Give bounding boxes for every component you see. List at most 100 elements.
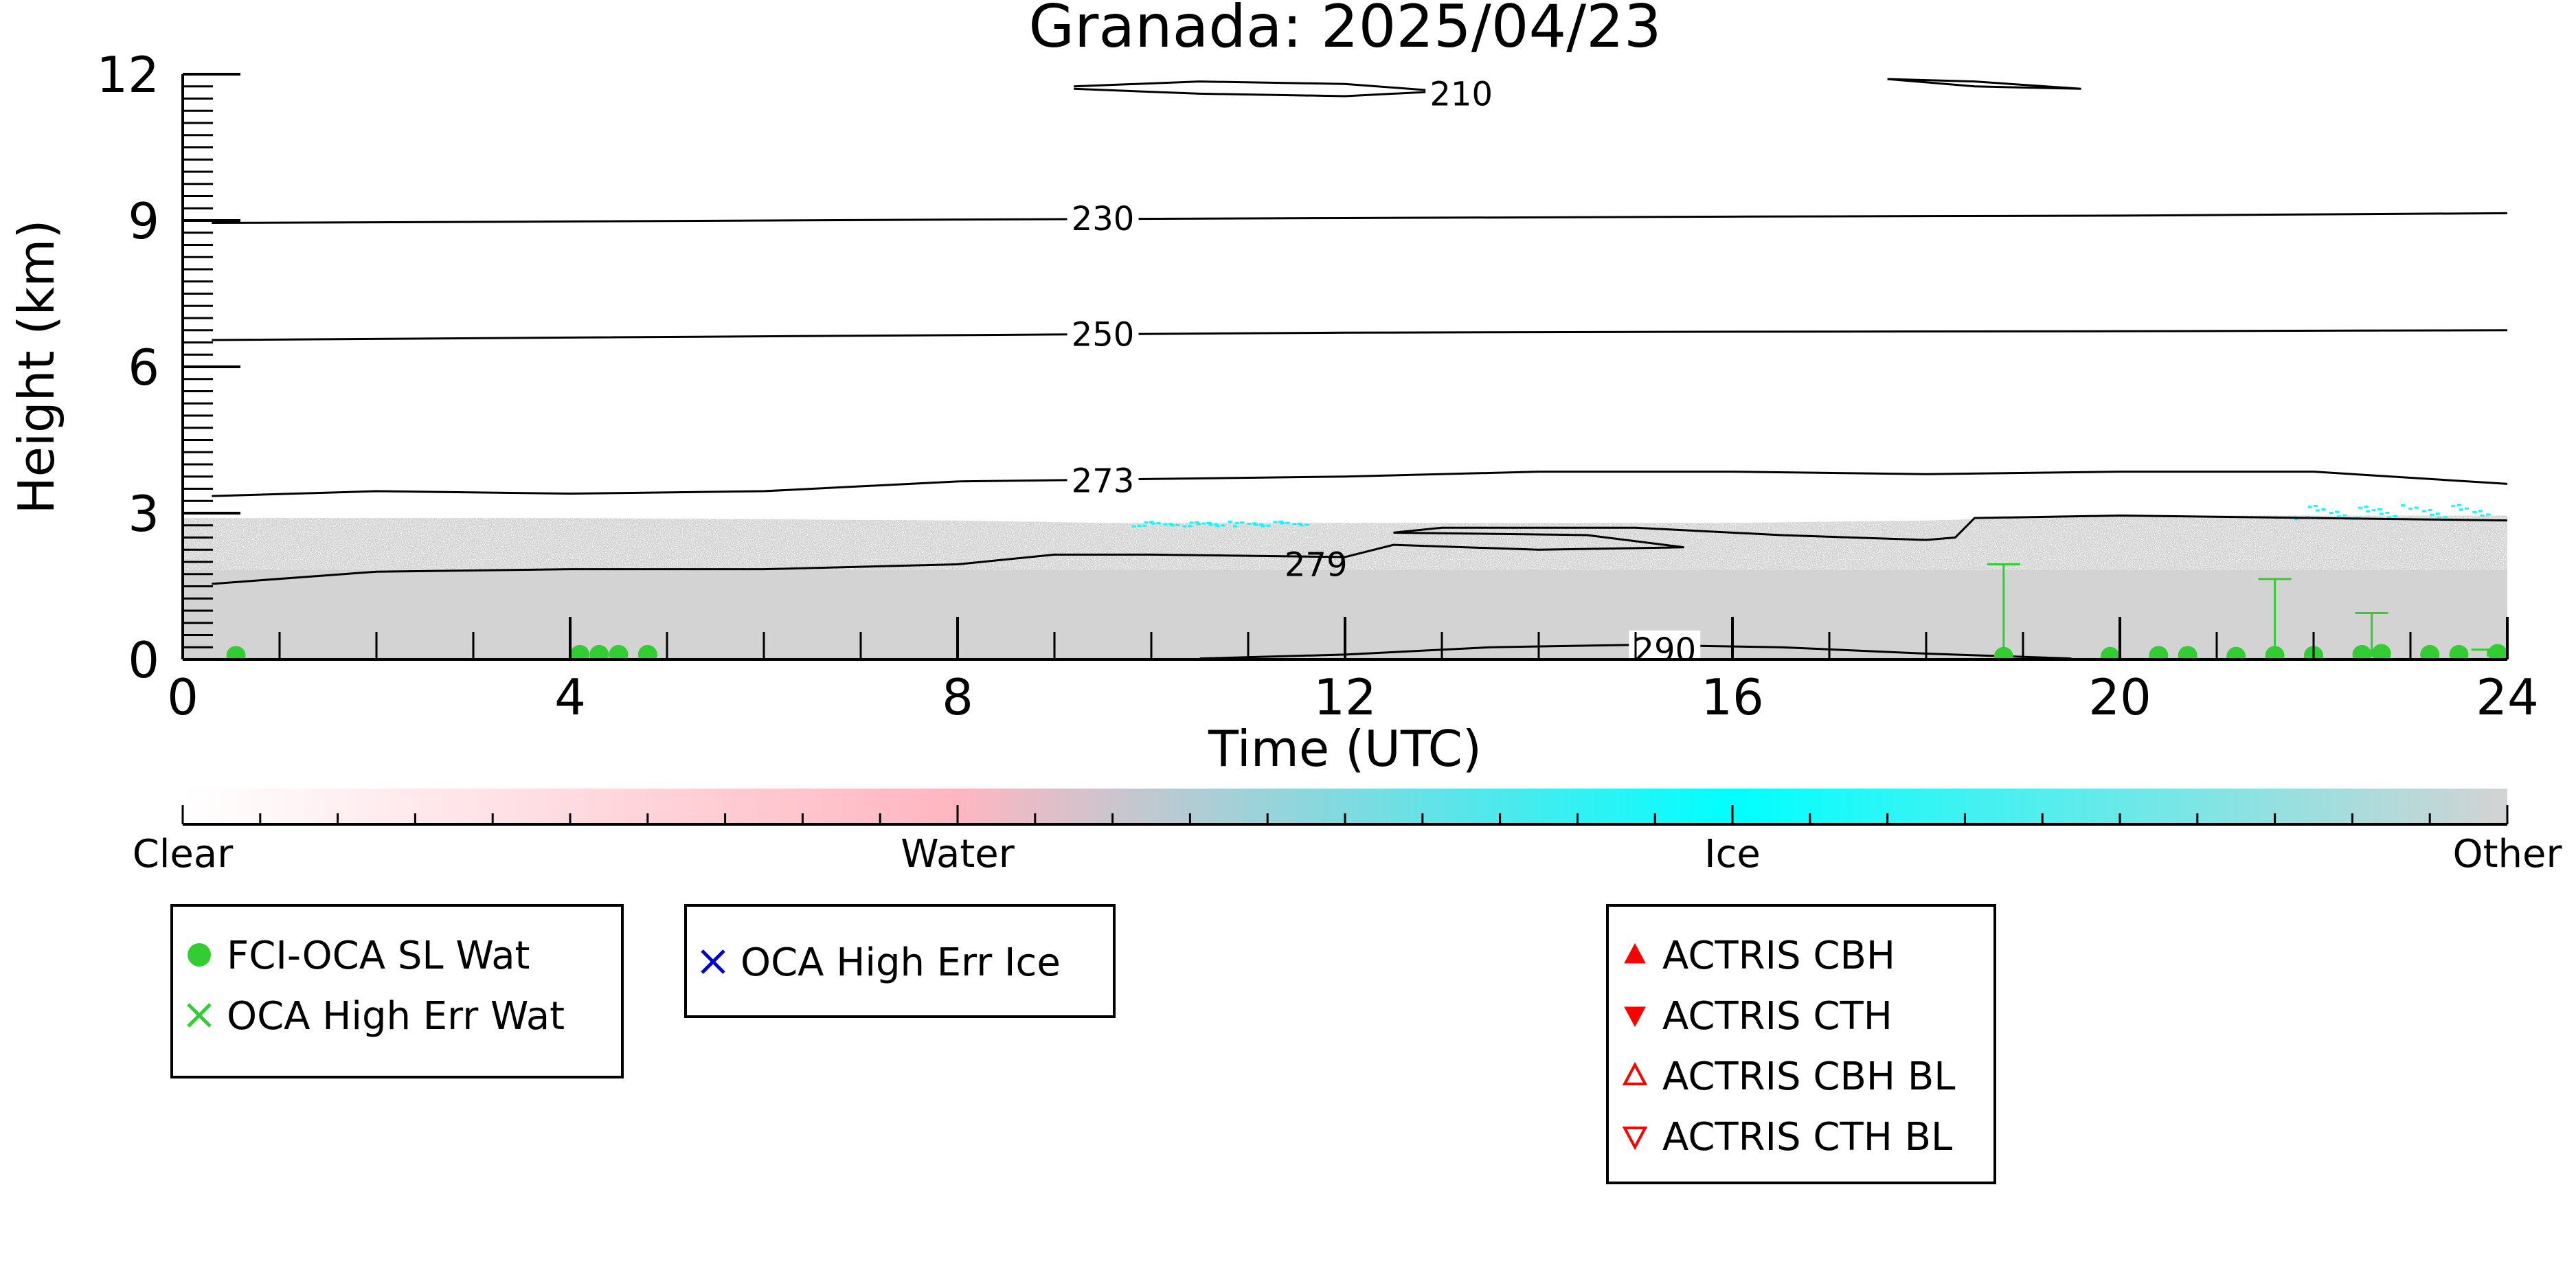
ice-speck — [1285, 521, 1290, 524]
legend-label: OCA High Err Wat — [227, 994, 565, 1039]
ice-speck — [1240, 521, 1245, 524]
legend-label: ACTRIS CTH — [1662, 994, 1893, 1039]
ice-speck — [2329, 512, 2334, 515]
legend-label: ACTRIS CBH BL — [1662, 1054, 1955, 1099]
ice-speck — [1228, 521, 1232, 523]
ice-speck — [2428, 509, 2432, 512]
legend-marker — [1622, 1127, 1648, 1151]
ice-speck — [2385, 511, 2390, 514]
contour-label-bg — [1425, 74, 1498, 112]
ice-speck — [1175, 523, 1180, 526]
colorbar: Clear Water Ice Other — [133, 789, 2562, 877]
ice-speck — [1252, 522, 1256, 525]
ice-speck — [1156, 522, 1161, 525]
contour-label: 250 — [1072, 315, 1135, 354]
ice-speck — [2472, 510, 2477, 513]
ice-speck — [2358, 506, 2362, 509]
ice-speck — [1273, 521, 1278, 523]
ice-speck — [1196, 522, 1201, 525]
contour-label: 273 — [1072, 462, 1135, 500]
colorbar-label: Clear — [133, 832, 234, 877]
legend-box — [684, 904, 1116, 1018]
ice-speck — [1247, 522, 1252, 525]
ice-speck — [1182, 525, 1187, 528]
ice-speck — [2414, 506, 2419, 509]
contour-line — [212, 329, 2507, 341]
ice-speck — [1259, 523, 1264, 526]
ice-speck — [1206, 521, 1211, 524]
series-point — [2371, 644, 2391, 659]
ice-speck — [2478, 510, 2483, 512]
y-tick-label: 12 — [96, 46, 159, 104]
colorbar-label: Water — [901, 832, 1015, 877]
ice-speck — [2315, 509, 2320, 512]
series-point — [570, 644, 590, 659]
contour-line — [1074, 80, 1443, 98]
legend-marker — [1624, 942, 1646, 964]
legend-box — [1606, 904, 1996, 1184]
plot-area: 210 230 250 273 279 290 — [183, 74, 2507, 670]
ice-speck — [2387, 516, 2392, 519]
legend-label: ACTRIS CTH BL — [1662, 1115, 1952, 1160]
series-point — [589, 644, 609, 659]
ice-speck — [1142, 524, 1147, 527]
ice-speck — [2294, 518, 2298, 521]
series-point — [226, 646, 246, 659]
ice-speck — [2377, 508, 2382, 510]
legend-marker — [188, 943, 211, 967]
series-point — [1993, 646, 2013, 659]
ice-speck — [1137, 525, 1142, 528]
legend-label: FCI-OCA SL Wat — [227, 934, 530, 978]
x-tick-label: 0 — [167, 668, 199, 726]
ice-speck — [1149, 521, 1154, 523]
ice-speck — [2321, 508, 2326, 511]
legends: FCI-OCA SL Wat OCA High Err Wat OCA High E… — [170, 904, 1996, 1184]
ice-speck — [2335, 510, 2340, 513]
x-tick-label: 24 — [2476, 668, 2539, 726]
series-point — [2487, 644, 2507, 659]
ice-speck — [2437, 517, 2442, 519]
y-tick-label: 9 — [128, 192, 159, 250]
ice-speck — [2408, 507, 2413, 510]
ice-speck — [2307, 506, 2312, 508]
legend-label: OCA High Err Ice — [741, 940, 1061, 985]
ice-speck — [1208, 523, 1213, 526]
ice-speck — [2342, 514, 2347, 517]
x-tick-label: 4 — [554, 668, 586, 726]
legend-label: ACTRIS CBH — [1662, 934, 1895, 978]
ice-speck — [2379, 512, 2384, 515]
ice-speck — [1189, 521, 1194, 524]
ice-speck — [1297, 522, 1302, 525]
contour-label-bg — [1067, 461, 1139, 499]
contour-label-bg — [1067, 199, 1139, 237]
y-tick-label: 3 — [128, 485, 159, 543]
legend-marker — [187, 1003, 212, 1028]
series-point — [609, 644, 629, 659]
ice-speck — [1278, 520, 1283, 523]
temperature-contours: 210 230 250 273 279 290 — [212, 74, 2507, 670]
ice-speck — [2485, 513, 2490, 516]
contour-label: 230 — [1072, 200, 1135, 238]
legend-marker — [1624, 1006, 1646, 1028]
ice-speck — [2336, 515, 2341, 518]
ice-speck — [1280, 522, 1285, 525]
x-tick-label: 12 — [1313, 668, 1377, 726]
series-point — [2178, 646, 2197, 659]
ice-speck — [1261, 525, 1265, 528]
data-points — [226, 644, 2507, 659]
ice-speck — [2430, 513, 2434, 516]
series-point — [2265, 646, 2285, 659]
series-point — [2352, 644, 2372, 659]
ice-speck — [2456, 504, 2461, 506]
ice-speck — [1163, 523, 1168, 526]
series-point — [637, 644, 657, 659]
x-tick-label: 16 — [1701, 668, 1764, 726]
ice-speck — [2421, 510, 2426, 512]
y-tick-label: 6 — [128, 339, 159, 396]
ice-speck — [1170, 524, 1175, 527]
contour-label: 290 — [1633, 631, 1696, 670]
ice-speck — [1201, 522, 1206, 525]
ice-speck — [2443, 516, 2448, 519]
series-point — [2100, 646, 2120, 659]
ice-speck — [1151, 522, 1155, 525]
